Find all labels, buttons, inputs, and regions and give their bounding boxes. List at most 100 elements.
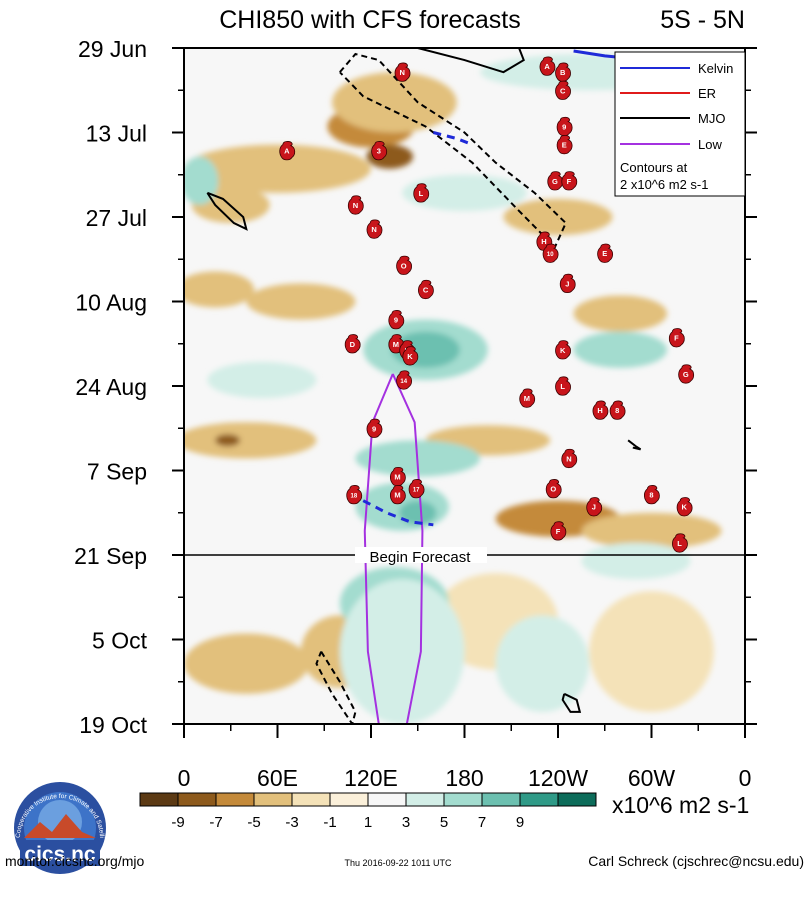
anomaly-blob-7 — [246, 283, 356, 320]
storm-marker-42: F — [550, 521, 567, 541]
colorbar-units: x10^6 m2 s-1 — [612, 792, 749, 818]
storm-marker-label: D — [350, 340, 356, 349]
storm-icon — [676, 497, 693, 517]
storm-marker-label: G — [683, 370, 689, 379]
storm-marker-24: K — [555, 340, 571, 360]
axis-ticks: 29 Jun 13 Jul 27 Jul 10 Aug 24 Aug 7 Sep 21 Se… — [74, 36, 757, 791]
storm-marker-9: F — [561, 171, 578, 191]
storm-icon — [402, 346, 419, 366]
chart-subtitle: 5S - 5N — [660, 6, 745, 34]
storm-marker-label: M — [394, 473, 400, 482]
storm-marker-label: 10 — [547, 252, 554, 258]
contour-low-6 — [363, 373, 424, 724]
storm-marker-16: O — [396, 255, 412, 275]
storm-marker-20: D — [344, 334, 361, 354]
legend-label-er: ER — [698, 86, 716, 101]
colorbar: -9 -7 -5 -3 -1 1 3 5 7 9 — [139, 792, 597, 831]
storm-marker-3: C — [555, 80, 571, 100]
storm-marker-label: K — [560, 346, 566, 355]
storm-marker-8: G — [547, 171, 564, 191]
colorbar-swatch-4 — [291, 792, 331, 807]
colorbar-label: 9 — [516, 814, 524, 831]
storm-marker-label: 9 — [562, 122, 566, 131]
storm-icon — [389, 485, 406, 505]
anomaly-blob-26 — [399, 500, 437, 525]
storm-marker-28: L — [555, 376, 571, 396]
storm-marker-label: F — [556, 527, 561, 536]
storm-marker-38: O — [545, 479, 562, 499]
colorbar-swatch-3 — [253, 792, 293, 807]
storm-marker-25: F — [668, 328, 685, 348]
y-tick-label: 21 Sep — [74, 543, 147, 569]
storm-icon — [344, 334, 361, 354]
legend-note-line2: 2 x10^6 m2 s-1 — [620, 177, 708, 192]
storm-marker-label: G — [552, 177, 558, 186]
storm-marker-32: 9 — [366, 418, 383, 438]
storm-marker-0: N — [394, 62, 411, 82]
colorbar-label: 7 — [478, 814, 486, 831]
storm-marker-label: 17 — [413, 488, 420, 494]
contour-kelvin-8 — [432, 131, 473, 146]
legend-label-low: Low — [698, 137, 722, 152]
storm-marker-11: N — [347, 195, 364, 215]
anomaly-blob-23 — [573, 331, 668, 368]
x-tick-label: 120E — [344, 765, 398, 791]
storm-icon — [418, 279, 434, 300]
colorbar-label: 5 — [440, 814, 448, 831]
storm-marker-label: C — [423, 285, 429, 294]
storm-icon — [609, 400, 626, 420]
anomaly-blob-20 — [184, 156, 219, 205]
storm-marker-23: K — [402, 346, 419, 366]
anomaly-blob-17 — [589, 591, 714, 712]
storm-marker-5: E — [556, 135, 573, 155]
colorbar-swatch-7 — [405, 792, 445, 807]
anomaly-blob-10 — [215, 434, 241, 447]
colorbar-swatch-2 — [215, 792, 255, 807]
storm-marker-30: H — [592, 400, 609, 420]
x-tick-label: 0 — [178, 765, 191, 791]
footer-url: monitor.cicsnc.org/mjo — [5, 853, 144, 869]
storm-icon — [561, 171, 578, 191]
storm-icon — [550, 521, 567, 541]
storm-icon — [279, 141, 296, 161]
footer-author: Carl Schreck (cjschrec@ncsu.edu) — [588, 853, 804, 869]
storm-marker-7: 3 — [371, 141, 388, 161]
storm-icon — [556, 135, 573, 155]
y-tick-label: 19 Oct — [79, 712, 147, 738]
storm-icon — [408, 479, 425, 499]
storm-icon — [672, 533, 688, 553]
storm-marker-label: E — [602, 249, 607, 258]
storm-marker-15: E — [597, 243, 614, 263]
x-tick-label: 0 — [739, 765, 752, 791]
storm-marker-label: N — [353, 201, 358, 210]
anomaly-blob-3 — [184, 144, 371, 193]
storm-icon — [555, 80, 571, 100]
contour-mjo-5 — [627, 439, 642, 451]
storm-marker-19: 9 — [388, 310, 405, 330]
storm-marker-label: N — [371, 225, 376, 234]
storm-marker-29: M — [519, 388, 536, 408]
contour-mjo-1 — [417, 48, 525, 74]
anomaly-blob-8 — [573, 295, 668, 332]
anomaly-field — [184, 54, 722, 724]
storm-icon — [396, 255, 412, 275]
anomaly-blob-14 — [184, 633, 309, 694]
storm-marker-10: L — [413, 183, 430, 203]
anomaly-blob-6 — [184, 271, 255, 308]
colorbar-swatch-1 — [177, 792, 217, 807]
storm-marker-label: O — [401, 261, 407, 270]
contour-kelvin-9 — [362, 499, 434, 527]
storm-marker-label: L — [419, 189, 424, 198]
storm-icon — [586, 497, 603, 517]
colorbar-swatch-10 — [519, 792, 559, 807]
storm-marker-label: M — [394, 491, 400, 500]
colorbar-label: 3 — [402, 814, 410, 831]
colorbar-label: -7 — [209, 814, 222, 831]
storm-marker-label: H — [541, 237, 546, 246]
storm-icon — [643, 485, 660, 505]
colorbar-label: -9 — [171, 814, 184, 831]
storm-marker-label: 8 — [615, 406, 619, 415]
anomaly-blob-28 — [339, 579, 465, 724]
storm-icon — [542, 243, 559, 263]
storm-marker-label: L — [677, 539, 682, 548]
